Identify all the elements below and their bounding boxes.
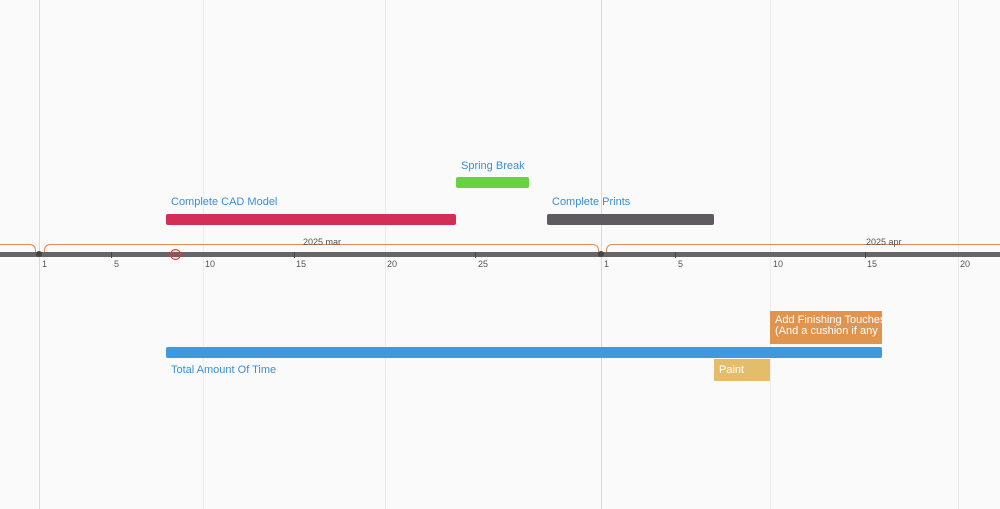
today-marker	[170, 249, 181, 260]
tick-mark	[675, 252, 676, 258]
finishing-touches-item[interactable]: Add Finishing Touches (And a cushion if …	[770, 311, 882, 344]
spring-break-label: Spring Break	[461, 160, 525, 172]
month-brace-apr	[606, 244, 1000, 253]
tick-label: 15	[867, 259, 878, 269]
month-brace-prev	[0, 244, 36, 253]
prints-bar[interactable]	[547, 214, 714, 225]
paint-item[interactable]: Paint	[714, 359, 770, 381]
tick-label: 5	[114, 259, 120, 269]
tick-mark	[294, 252, 295, 258]
tick-label: 1	[42, 259, 48, 269]
tick-mark	[865, 252, 866, 258]
month-start-marker	[36, 251, 42, 257]
tick-label: 1	[604, 259, 610, 269]
tick-label: 20	[960, 259, 971, 269]
tick-mark	[475, 252, 476, 258]
tick-label: 20	[387, 259, 398, 269]
month-label-mar: 2025 mar	[303, 237, 342, 247]
tick-label: 10	[773, 259, 784, 269]
prints-label: Complete Prints	[552, 196, 631, 208]
total-time-label: Total Amount Of Time	[171, 364, 277, 376]
tick-mark	[111, 252, 112, 258]
cad-model-bar[interactable]	[166, 214, 456, 225]
month-brace-mar	[44, 244, 599, 253]
tick-label: 25	[478, 259, 489, 269]
spring-break-bar[interactable]	[456, 177, 529, 188]
tick-label: 10	[205, 259, 216, 269]
tick-label: 15	[296, 259, 307, 269]
month-label-apr: 2025 apr	[866, 237, 902, 247]
cad-model-label: Complete CAD Model	[171, 196, 278, 208]
tick-label: 5	[678, 259, 684, 269]
month-start-marker	[598, 251, 604, 257]
timeline-axis[interactable]	[0, 252, 1000, 257]
total-time-bar[interactable]	[166, 347, 882, 358]
